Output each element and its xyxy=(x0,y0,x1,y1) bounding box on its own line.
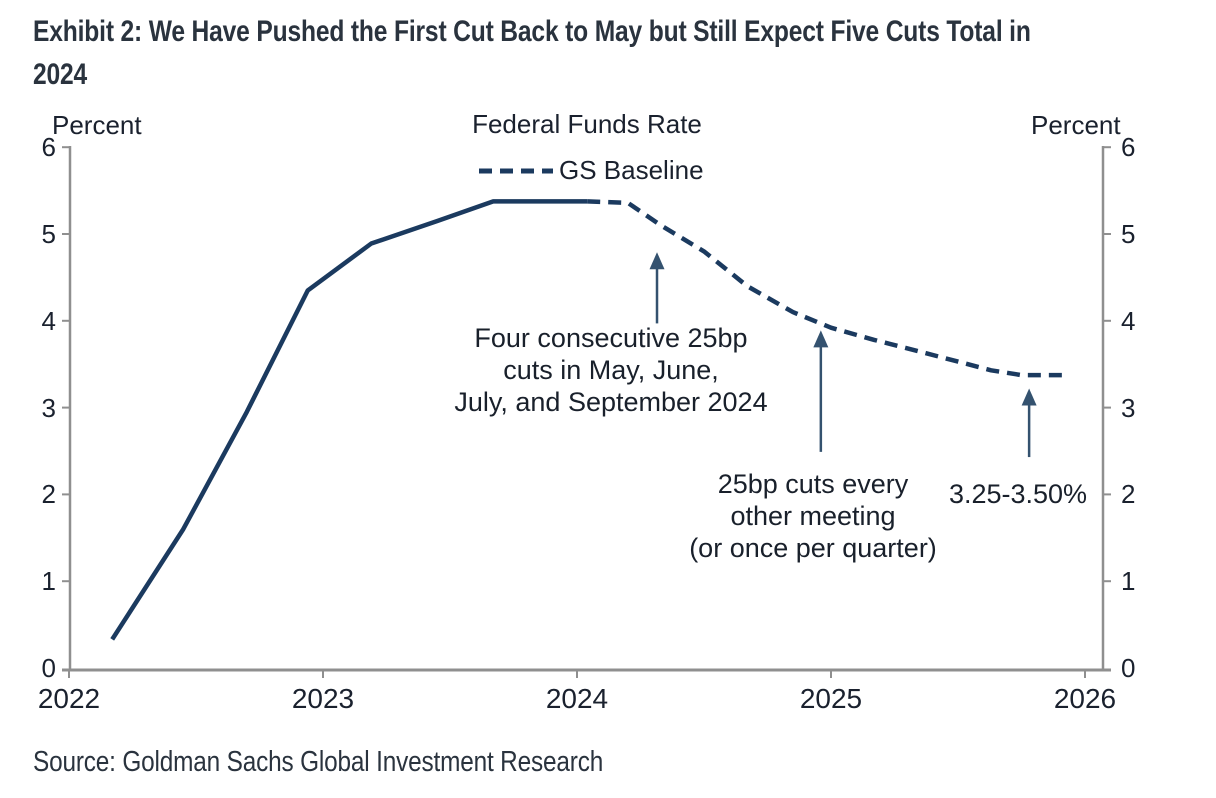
y-tick-label-left: 2 xyxy=(41,479,56,510)
y-tick-label-left: 3 xyxy=(41,392,56,423)
y-tick-label-right: 5 xyxy=(1121,219,1136,249)
series-line-actual xyxy=(110,199,588,641)
annotation-line: 3.25-3.50% xyxy=(948,479,1088,509)
legend: GS Baseline xyxy=(478,155,704,186)
y-tick-label-right: 0 xyxy=(1121,653,1136,683)
annotation-text-1: Four consecutive 25bp cuts in May, June, J… xyxy=(361,322,861,418)
x-tick-label: 2023 xyxy=(291,683,355,714)
y-axis-label-right: Percent xyxy=(1031,110,1121,140)
source-note: Source: Goldman Sachs Global Investment … xyxy=(33,746,604,778)
y-tick-label-right: 6 xyxy=(1121,132,1136,163)
series-line-baseline xyxy=(587,199,1065,378)
x-tick-label: 2025 xyxy=(799,683,863,714)
y-tick-label-right: 4 xyxy=(1121,305,1136,336)
annotation-line: cuts in May, June, xyxy=(503,355,719,385)
annotation-text-3: 3.25-3.50% xyxy=(768,478,1216,510)
exhibit-title: Exhibit 2: We Have Pushed the First Cut … xyxy=(33,10,1216,96)
y-axis-label-left: Percent xyxy=(52,110,142,140)
annotation-line: 25bp cuts every xyxy=(717,469,909,499)
annotation-arrow-head xyxy=(813,330,829,348)
exhibit-title-line-1: Exhibit 2: We Have Pushed the First Cut … xyxy=(33,15,1031,48)
legend-label: GS Baseline xyxy=(559,155,704,185)
y-tick-label-left: 4 xyxy=(41,305,56,336)
legend-dash-icon xyxy=(479,168,553,173)
x-tick-label: 2022 xyxy=(37,683,101,714)
y-tick-label-right: 3 xyxy=(1121,392,1136,423)
annotation-arrow-head xyxy=(1021,388,1037,406)
exhibit-title-line-2: 2024 xyxy=(33,58,88,91)
y-tick-label-left: 6 xyxy=(41,132,56,163)
y-tick-label-left: 0 xyxy=(41,653,56,683)
annotation-text-2: 25bp cuts every other meeting (or once per… xyxy=(563,468,1063,564)
y-tick-label-right: 2 xyxy=(1121,479,1136,510)
annotation-line: (or once per quarter) xyxy=(689,533,937,563)
annotation-line: other meeting xyxy=(730,501,896,531)
x-tick-label: 2024 xyxy=(545,683,609,714)
y-tick-label-right: 1 xyxy=(1121,566,1136,597)
y-tick-label-left: 1 xyxy=(41,566,56,597)
y-tick-label-left: 5 xyxy=(41,219,56,249)
x-tick-label: 2026 xyxy=(1053,683,1117,714)
annotation-line: Four consecutive 25bp xyxy=(474,323,748,353)
annotation-line: July, and September 2024 xyxy=(454,387,768,417)
chart-title: Federal Funds Rate xyxy=(472,109,702,139)
annotation-arrow-head xyxy=(649,252,665,270)
